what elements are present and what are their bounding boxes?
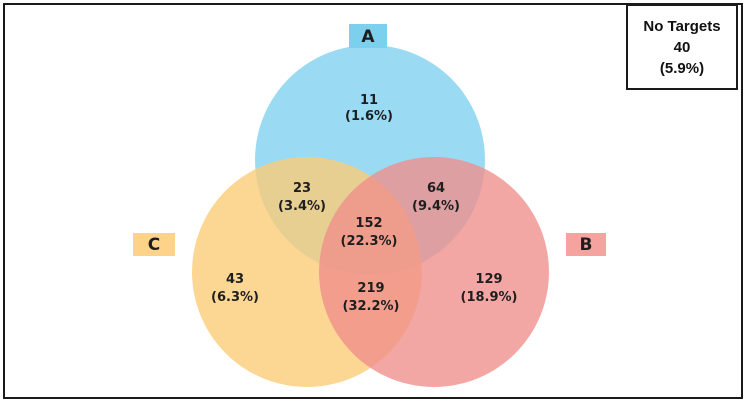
- region-a-c-count: 23: [293, 181, 311, 196]
- region-b-only-pct: (18.9%): [461, 290, 518, 305]
- region-b-only-count: 129: [475, 272, 502, 287]
- region-c-only-pct: (6.3%): [211, 290, 259, 305]
- region-a-c-pct: (3.4%): [278, 199, 326, 214]
- region-b-c-pct: (32.2%): [343, 299, 400, 314]
- region-a-b-c-count: 152: [355, 216, 382, 231]
- region-b-c-count: 219: [357, 281, 384, 296]
- circle-b: [319, 157, 549, 387]
- set-a-tag: [349, 24, 387, 48]
- region-a-b-c-pct: (22.3%): [341, 234, 398, 249]
- no-targets-label: No Targets: [643, 17, 721, 35]
- no-targets-pct: (5.9%): [659, 59, 705, 77]
- region-a-b-count: 64: [427, 181, 445, 196]
- no-targets-count: 40: [673, 38, 691, 56]
- no-targets-box: No Targets 40 (5.9%): [626, 4, 738, 90]
- region-c-only-count: 43: [226, 272, 244, 287]
- region-a-b-pct: (9.4%): [412, 199, 460, 214]
- set-a-label: A: [361, 27, 375, 47]
- set-b-label: B: [580, 235, 593, 255]
- set-c-label: C: [148, 235, 160, 255]
- region-a-only-count: 11: [360, 93, 378, 108]
- set-b-tag: [566, 233, 606, 256]
- set-c-tag: [133, 233, 175, 256]
- region-a-only-pct: (1.6%): [345, 109, 393, 124]
